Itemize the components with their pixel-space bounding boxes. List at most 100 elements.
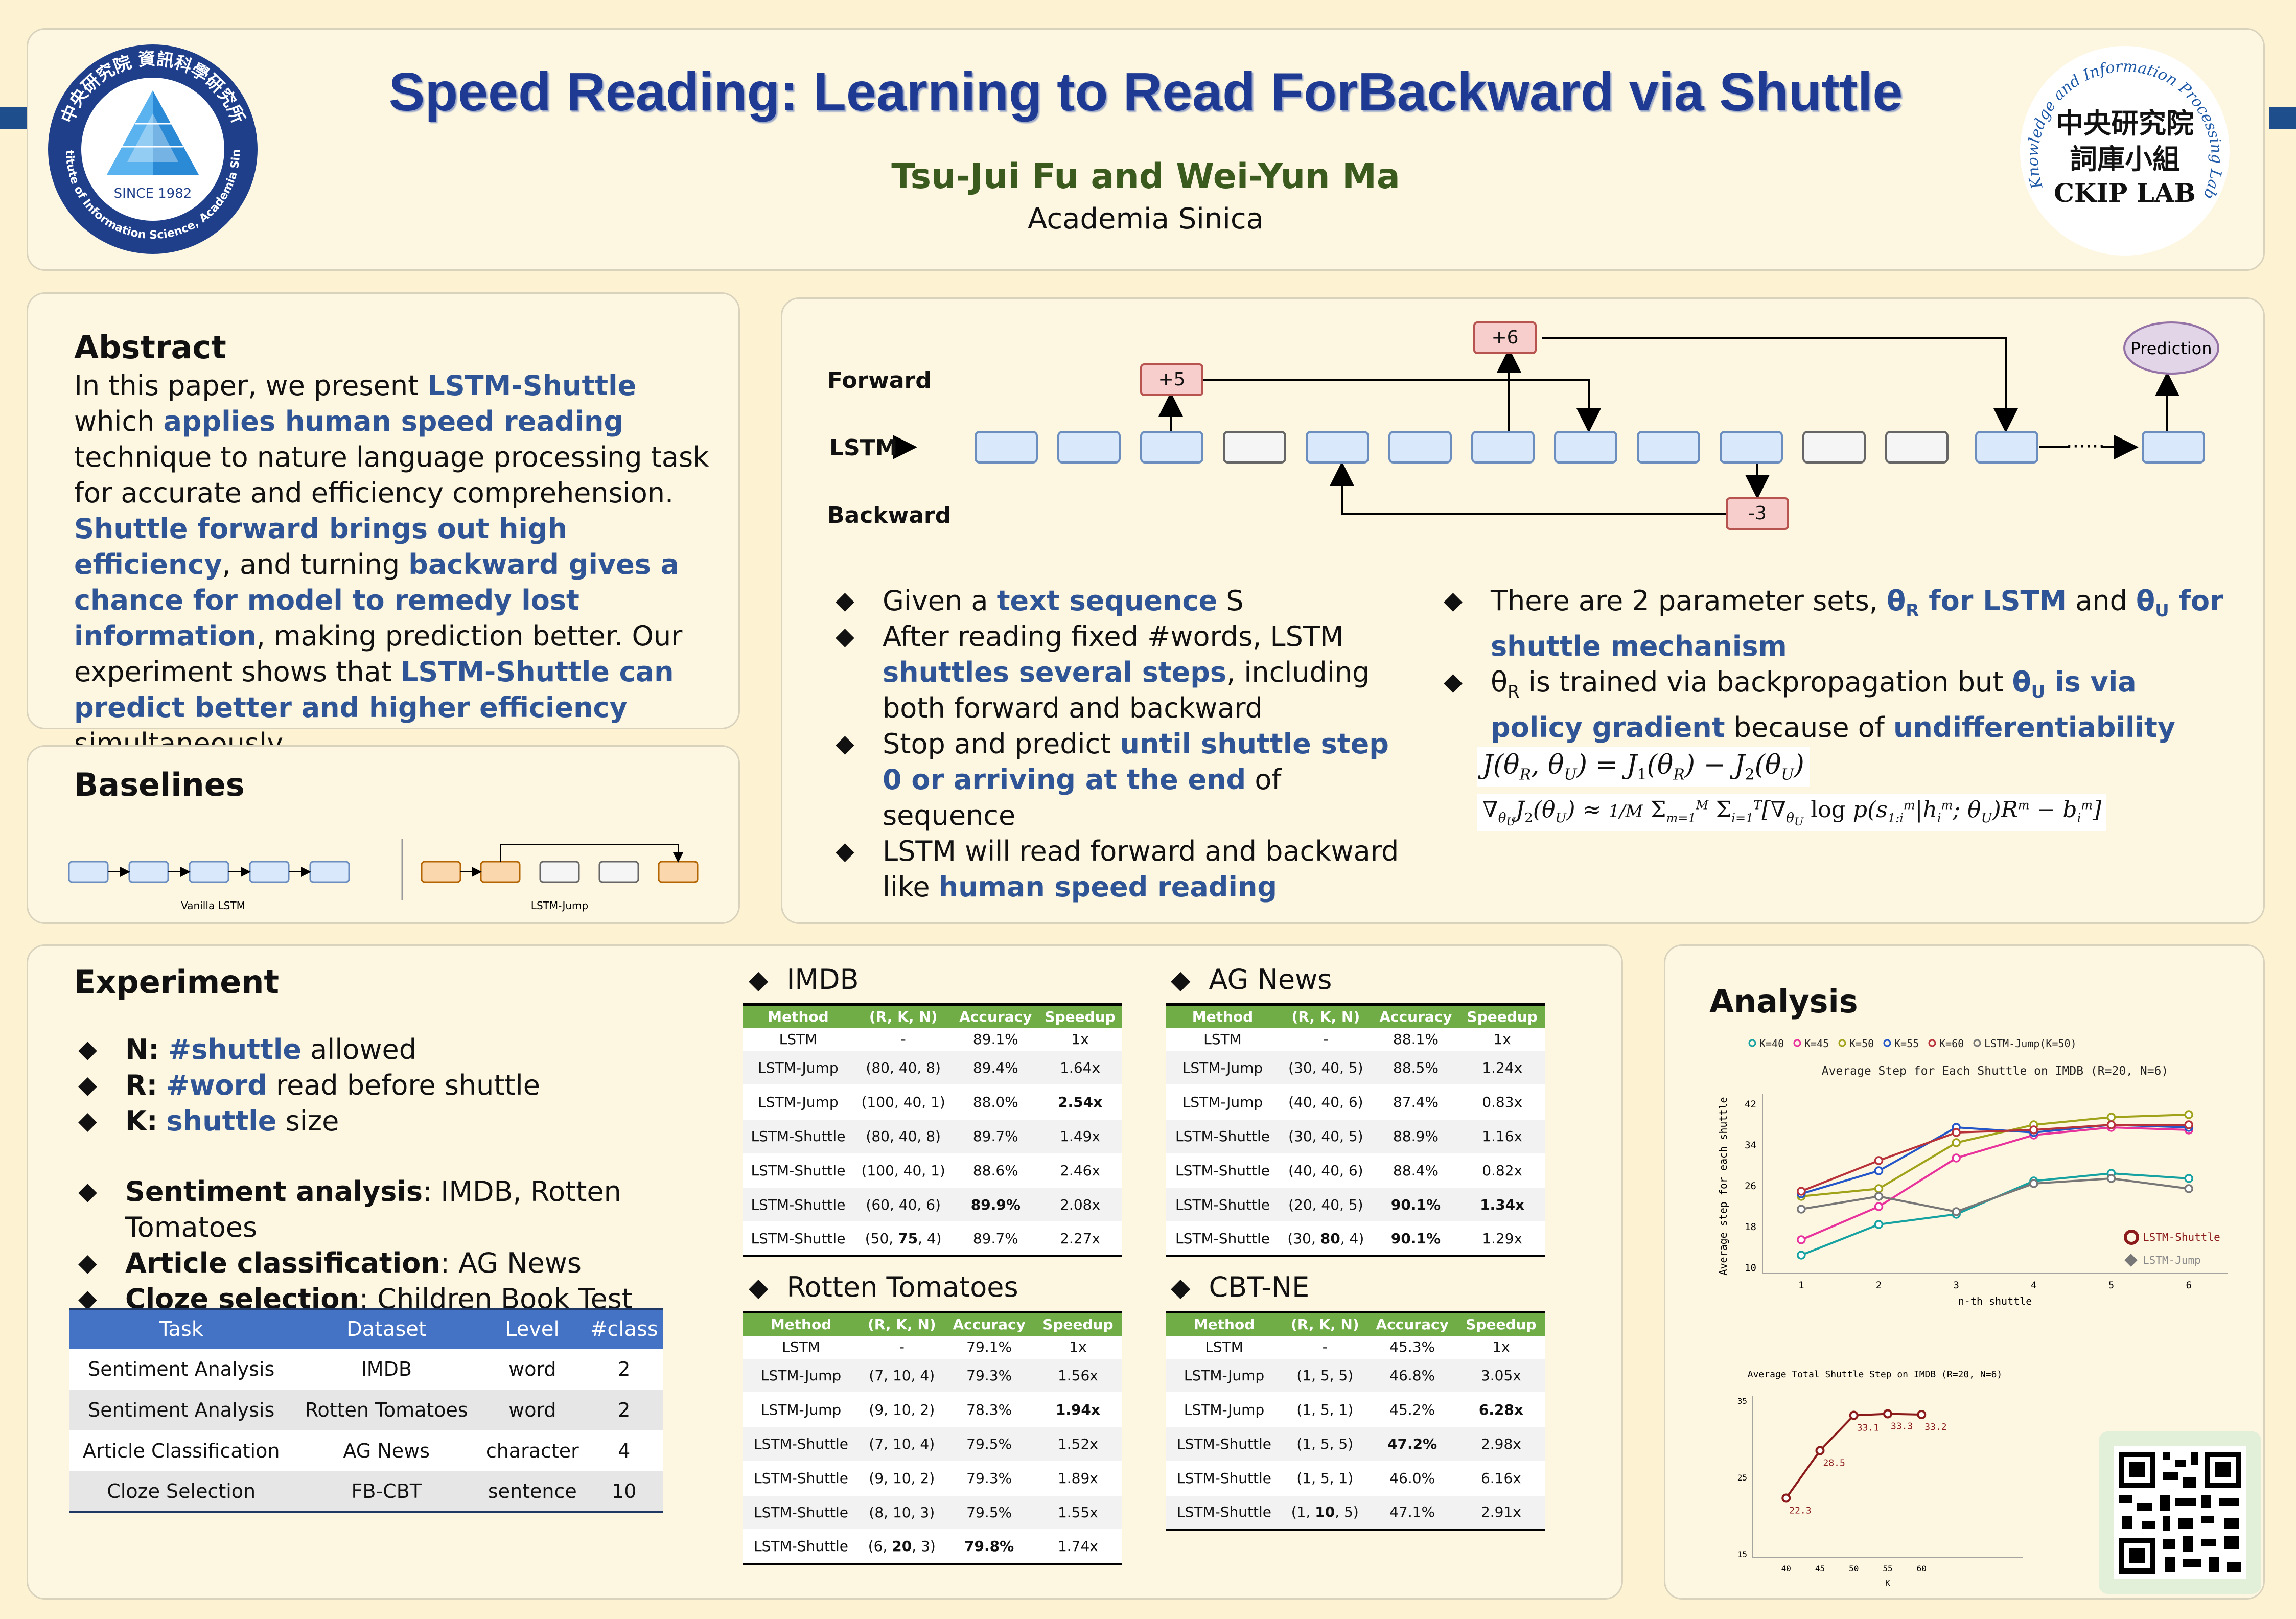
table-cell: 78.3% (944, 1392, 1034, 1427)
table-row: LSTM-Shuttle (30, 40, 5) 88.9% 1.16x (1166, 1119, 1545, 1154)
method-panel: ······ Prediction Forward LSTM Backward … (781, 297, 2265, 924)
x-tick-label: 2 (1876, 1280, 1882, 1291)
table-row: LSTM-Shuttle (60, 40, 6) 89.9% 2.08x (743, 1187, 1122, 1222)
table-cell: 79.3% (944, 1461, 1034, 1496)
table-cell: (20, 40, 5) (1280, 1187, 1372, 1222)
y-tick-label: 42 (1745, 1099, 1756, 1110)
table-cell: LSTM-Jump (1166, 1392, 1283, 1427)
table-cell: 1x (1459, 1028, 1545, 1051)
legend-marker (1928, 1039, 1936, 1047)
table-cell: (1, 5, 5) (1283, 1358, 1367, 1393)
table-cell: (30, 40, 5) (1280, 1050, 1372, 1085)
data-point (2106, 1120, 2116, 1129)
data-point (2029, 1125, 2038, 1135)
setting-item: ◆ N: #shuttle allowed (78, 1033, 416, 1066)
right-edge-bar (2269, 107, 2296, 129)
table-cell: (9, 10, 2) (860, 1461, 944, 1496)
table-cell: LSTM-Shuttle (1166, 1187, 1280, 1222)
table-row: Article Classification AG News character 4 (69, 1430, 663, 1471)
table-cell: 1.34x (1459, 1187, 1545, 1222)
results-col-header: Accuracy (1367, 1311, 1457, 1336)
table-row: LSTM-Shuttle (40, 40, 6) 88.4% 0.82x (1166, 1153, 1545, 1188)
table-row: LSTM-Shuttle (1, 10, 5) 47.1% 2.91x (1166, 1495, 1545, 1531)
data-point (2106, 1113, 2116, 1122)
table-cell: 46.8% (1367, 1358, 1457, 1393)
table-row: LSTM -89.1% 1x (743, 1028, 1122, 1051)
lstm-cell (1471, 431, 1535, 464)
lstm-cell (1637, 431, 1700, 464)
table-cell: (100, 40, 1) (853, 1153, 953, 1188)
legend-label: K=60 (1939, 1037, 1964, 1050)
results-col-header: Speedup (1034, 1311, 1122, 1336)
table-cell: LSTM-Jump (1166, 1358, 1283, 1393)
table-cell: LSTM-Shuttle (1166, 1153, 1280, 1188)
table-cell: 89.9% (953, 1187, 1039, 1222)
data-point (1874, 1156, 1884, 1165)
table-cell: 88.0% (953, 1084, 1039, 1120)
table-cell: 88.6% (953, 1153, 1039, 1188)
data-point (1874, 1202, 1884, 1211)
y-tick-label: 34 (1745, 1140, 1756, 1151)
ag-title: ◆ AG News (1171, 963, 1332, 996)
data-point (1917, 1410, 1927, 1419)
table-row: Sentiment Analysis IMDB word 2 (69, 1349, 663, 1390)
table-cell: LSTM (743, 1335, 860, 1359)
results-col-header: (R, K, N) (1280, 1003, 1372, 1028)
table-cell: (7, 10, 4) (860, 1426, 944, 1462)
table-cell: 1.94x (1034, 1392, 1122, 1427)
table-cell: (50, 75, 4) (853, 1221, 953, 1257)
table-cell: 79.1% (944, 1335, 1034, 1359)
task-table: Task Dataset Level #class Sentiment Anal… (69, 1308, 663, 1513)
shuttle-plus5: +5 (1140, 363, 1203, 396)
table-cell: 2.54x (1038, 1084, 1122, 1120)
x-tick-label: 45 (1815, 1564, 1825, 1574)
table-cell: LSTM-Shuttle (1166, 1461, 1283, 1496)
table-cell: 1.56x (1034, 1358, 1122, 1393)
chart-title: Average Total Shuttle Step on IMDB (R=20… (1748, 1369, 2003, 1380)
table-cell: (8, 10, 3) (860, 1495, 944, 1530)
table-row: LSTM-Jump (30, 40, 5) 88.5% 1.24x (1166, 1050, 1545, 1085)
forward-label: Forward (827, 367, 932, 394)
table-cell: 0.83x (1459, 1084, 1545, 1120)
lstm-cell (1720, 431, 1783, 464)
data-point (1849, 1410, 1859, 1420)
table-cell: 1.74x (1034, 1529, 1122, 1565)
skipped-cell (1223, 431, 1286, 464)
imdb-results-table: Method (R, K, N) Accuracy Speedup LSTM -89.1%… (743, 1003, 1122, 1257)
data-point (2106, 1174, 2116, 1183)
legend-marker (1973, 1039, 1981, 1047)
lstm-cell (2142, 431, 2205, 464)
objective-equation: J(θR, θU) = J1(θR) − J2(θU) (1477, 747, 1810, 787)
table-cell: - (1280, 1028, 1372, 1051)
lstm-cell (975, 431, 1038, 464)
table-cell: LSTM-Jump (1166, 1050, 1280, 1085)
y-tick-label: 25 (1737, 1473, 1747, 1483)
table-cell: 79.8% (944, 1529, 1034, 1565)
results-col-header: Speedup (1459, 1003, 1545, 1028)
table-row: LSTM-Shuttle (8, 10, 3) 79.5% 1.55x (743, 1495, 1122, 1530)
table-cell: 47.1% (1367, 1495, 1457, 1531)
ckip-line3: CKIP LAB (2054, 178, 2196, 208)
table-cell: (80, 40, 8) (853, 1119, 953, 1154)
table-row: LSTM-Jump (7, 10, 4) 79.3% 1.56x (743, 1358, 1122, 1393)
table-cell: LSTM-Shuttle (1166, 1426, 1283, 1462)
table-cell: LSTM-Shuttle (743, 1153, 854, 1188)
data-point (1874, 1166, 1884, 1175)
method-bullets-right: ◆ There are 2 parameter sets, θR for LSTM… (1444, 583, 2231, 746)
table-cell: 2.08x (1038, 1187, 1122, 1222)
table-cell: 2.98x (1457, 1426, 1545, 1462)
setting-item: ◆ R: #word read before shuttle (78, 1069, 540, 1101)
data-label: 33.3 (1891, 1421, 1913, 1432)
shuttle-plus6: +6 (1473, 321, 1537, 354)
ag-results-table: Method (R, K, N) Accuracy Speedup LSTM -88.1%… (1166, 1003, 1545, 1257)
table-cell: LSTM-Shuttle (1166, 1119, 1280, 1154)
table-cell: 45.2% (1367, 1392, 1457, 1427)
imdb-table: Method (R, K, N) Accuracy Speedup LSTM -89.1%… (743, 1003, 1122, 1257)
data-point (1781, 1493, 1791, 1503)
y-tick-label: 15 (1737, 1549, 1747, 1559)
table-row: LSTM-Shuttle (50, 75, 4) 89.7% 2.27x (743, 1221, 1122, 1257)
table-row: LSTM-Jump (40, 40, 6) 87.4% 0.83x (1166, 1084, 1545, 1120)
table-cell: (40, 40, 6) (1280, 1153, 1372, 1188)
abstract-text: In this paper, we present LSTM-Shuttle w… (74, 369, 709, 759)
y-tick-label: 26 (1745, 1181, 1756, 1192)
